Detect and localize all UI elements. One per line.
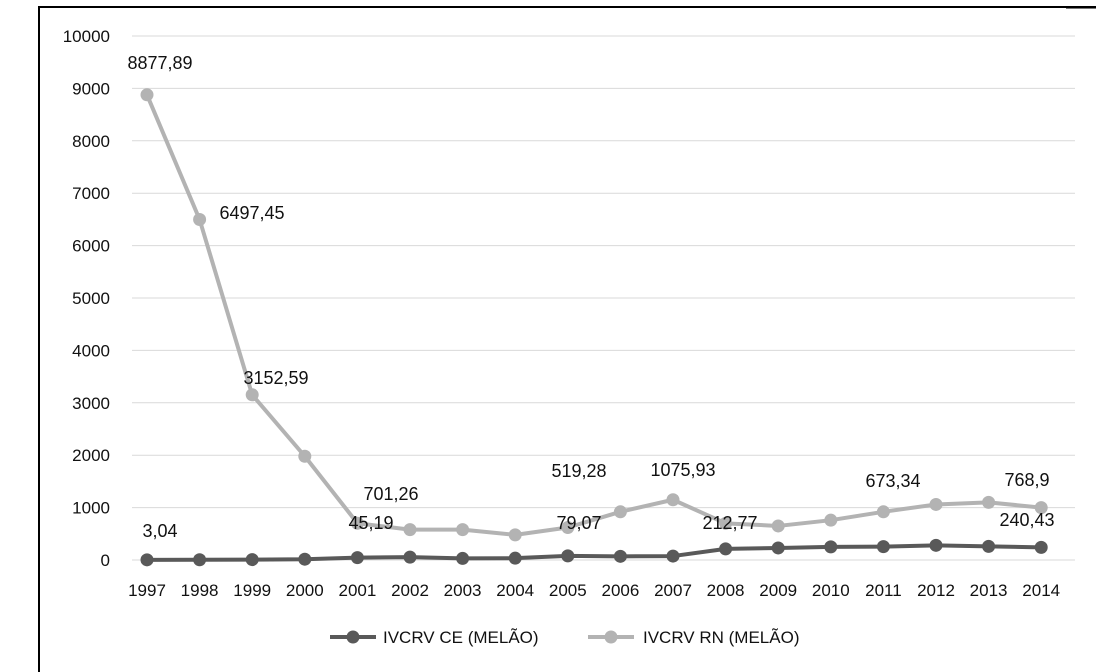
y-tick-label: 10000: [63, 27, 110, 46]
x-tick-label: 1997: [128, 581, 166, 600]
series-0-point: [771, 541, 785, 555]
series-0-point: [350, 551, 364, 565]
data-label: 3,04: [142, 521, 177, 541]
series-1-point: [876, 505, 890, 519]
data-label: 1075,93: [650, 460, 715, 480]
series-1-point: [245, 388, 259, 402]
x-tick-label: 2011: [865, 581, 902, 600]
y-tick-label: 5000: [72, 289, 110, 308]
series-1-point: [298, 449, 312, 463]
x-tick-label: 2008: [707, 581, 745, 600]
series-0-point: [929, 538, 943, 552]
x-tick-label: 2005: [549, 581, 587, 600]
x-tick-label: 2013: [970, 581, 1008, 600]
series-1-point: [561, 521, 575, 535]
series-1-point: [403, 523, 417, 537]
legend-label: IVCRV CE (MELÃO): [383, 628, 539, 647]
series-1-point: [613, 505, 627, 519]
y-tick-label: 8000: [72, 132, 110, 151]
series-0-point: [193, 553, 207, 567]
series-0-point: [456, 551, 470, 565]
data-label: 240,43: [999, 510, 1054, 530]
y-tick-label: 2000: [72, 446, 110, 465]
series-1-point: [456, 523, 470, 537]
legend: IVCRV CE (MELÃO) IVCRV RN (MELÃO): [330, 628, 800, 647]
series-1-point: [193, 213, 207, 227]
series-1-point: [350, 516, 364, 530]
data-label: 212,77: [702, 513, 757, 533]
series-1-point: [771, 519, 785, 533]
series-1-point: [719, 516, 733, 530]
frame-top-border: [38, 6, 1096, 8]
frame-notch: [1066, 8, 1096, 9]
data-label: 45,19: [348, 513, 393, 533]
series-0-point: [666, 549, 680, 563]
series-0-point: [876, 540, 890, 554]
y-tick-label: 0: [101, 551, 110, 570]
frame-left-border: [38, 6, 40, 672]
series-1-point: [508, 528, 522, 542]
x-tick-label: 2010: [812, 581, 850, 600]
x-tick-label: 2001: [338, 581, 376, 600]
x-tick-label: 2009: [759, 581, 797, 600]
y-tick-label: 6000: [72, 237, 110, 256]
x-tick-label: 2004: [496, 581, 534, 600]
data-label: 701,26: [363, 484, 418, 504]
series-0-point: [982, 539, 996, 553]
series-1-point: [666, 493, 680, 507]
series-1-point: [982, 495, 996, 509]
series-1-point: [140, 88, 154, 102]
x-tick-label: 1999: [233, 581, 271, 600]
data-label: 673,34: [865, 471, 920, 491]
series-0-point: [245, 553, 259, 567]
series-0-point: [508, 551, 522, 565]
data-label: 79,07: [556, 513, 601, 533]
series-0-point: [719, 542, 733, 556]
series-0-point: [613, 549, 627, 563]
y-tick-label: 7000: [72, 184, 110, 203]
series-1-point: [824, 513, 838, 527]
x-tick-label: 2003: [444, 581, 482, 600]
series-line-1: [145, 92, 1044, 537]
series-0-point: [140, 553, 154, 567]
x-tick-label: 2006: [601, 581, 639, 600]
series-0-point: [1034, 540, 1048, 554]
x-tick-label: 2007: [654, 581, 692, 600]
series-0-point: [824, 540, 838, 554]
legend-swatch-marker: [346, 630, 360, 644]
series-line-0: [145, 543, 1044, 562]
y-tick-label: 4000: [72, 341, 110, 360]
series-1-point: [1034, 501, 1048, 515]
x-tick-labels: 1997 1998 1999 2000 2001 2002 2003 2004 2005 2006…: [128, 581, 1060, 600]
legend-label: IVCRV RN (MELÃO): [643, 628, 800, 647]
series-1-point: [929, 497, 943, 511]
grid-lines: [132, 35, 1075, 561]
x-tick-label: 2002: [391, 581, 429, 600]
y-tick-labels: 0 1000 2000 3000 4000 5000 6000 7000 8000 9000 100…: [63, 27, 110, 570]
x-tick-label: 2014: [1022, 581, 1060, 600]
data-label: 768,9: [1004, 470, 1049, 490]
data-labels: 3,04 45,19 79,07 212,77 240,43 8877,89 6497,45…: [127, 53, 1054, 541]
data-label: 8877,89: [127, 53, 192, 73]
y-tick-label: 1000: [72, 499, 110, 518]
data-label: 519,28: [551, 461, 606, 481]
series-0-point: [403, 550, 417, 564]
series-0-point: [298, 552, 312, 566]
x-tick-label: 1998: [181, 581, 219, 600]
data-label: 6497,45: [219, 203, 284, 223]
y-tick-label: 3000: [72, 394, 110, 413]
series-0-point: [561, 549, 575, 563]
y-tick-label: 9000: [72, 79, 110, 98]
legend-swatch-marker: [604, 630, 618, 644]
series-lines: [140, 88, 1048, 567]
x-tick-label: 2012: [917, 581, 955, 600]
x-tick-label: 2000: [286, 581, 324, 600]
data-label: 3152,59: [243, 368, 308, 388]
